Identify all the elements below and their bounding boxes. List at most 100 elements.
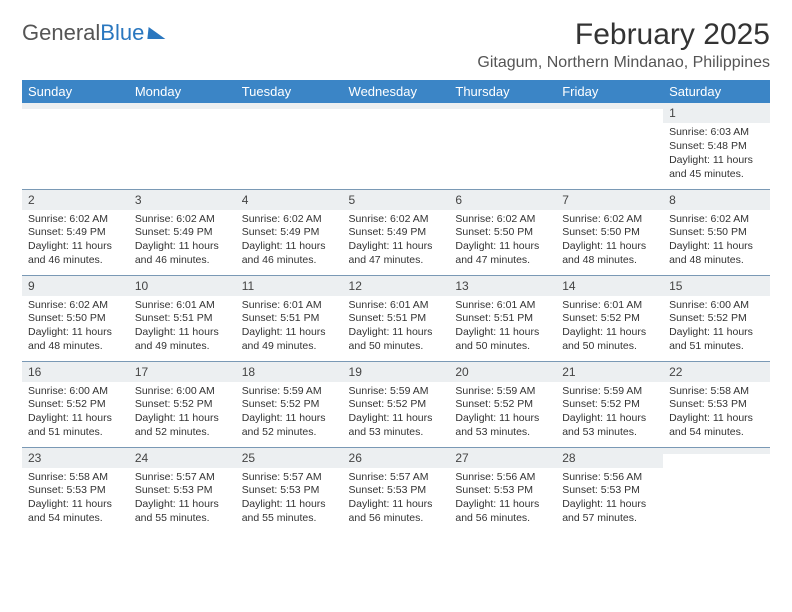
calendar-cell: 28Sunrise: 5:56 AMSunset: 5:53 PMDayligh… (556, 447, 663, 533)
weekday-header-row: Sunday Monday Tuesday Wednesday Thursday… (22, 80, 770, 103)
day-dl: Daylight: 11 hours and 53 minutes. (349, 412, 444, 440)
day-dl: Daylight: 11 hours and 46 minutes. (135, 240, 230, 268)
day-number: 2 (22, 190, 129, 210)
calendar-week-row: 9Sunrise: 6:02 AMSunset: 5:50 PMDaylight… (22, 275, 770, 361)
day-body: Sunrise: 6:02 AMSunset: 5:49 PMDaylight:… (129, 210, 236, 274)
day-ss: Sunset: 5:48 PM (669, 140, 764, 154)
day-ss: Sunset: 5:52 PM (135, 398, 230, 412)
day-body: Sunrise: 5:56 AMSunset: 5:53 PMDaylight:… (556, 468, 663, 532)
day-number (343, 103, 450, 109)
calendar-cell: 6Sunrise: 6:02 AMSunset: 5:50 PMDaylight… (449, 189, 556, 275)
day-dl: Daylight: 11 hours and 46 minutes. (242, 240, 337, 268)
calendar-cell: 13Sunrise: 6:01 AMSunset: 5:51 PMDayligh… (449, 275, 556, 361)
calendar-cell (129, 103, 236, 189)
day-body: Sunrise: 6:02 AMSunset: 5:49 PMDaylight:… (22, 210, 129, 274)
calendar-cell: 25Sunrise: 5:57 AMSunset: 5:53 PMDayligh… (236, 447, 343, 533)
day-dl: Daylight: 11 hours and 50 minutes. (455, 326, 550, 354)
calendar-cell: 5Sunrise: 6:02 AMSunset: 5:49 PMDaylight… (343, 189, 450, 275)
day-body: Sunrise: 6:01 AMSunset: 5:51 PMDaylight:… (129, 296, 236, 360)
calendar-cell: 23Sunrise: 5:58 AMSunset: 5:53 PMDayligh… (22, 447, 129, 533)
calendar-cell: 18Sunrise: 5:59 AMSunset: 5:52 PMDayligh… (236, 361, 343, 447)
weekday-header: Saturday (663, 80, 770, 103)
day-number: 9 (22, 276, 129, 296)
calendar-cell: 17Sunrise: 6:00 AMSunset: 5:52 PMDayligh… (129, 361, 236, 447)
day-number: 27 (449, 448, 556, 468)
day-sr: Sunrise: 6:01 AM (242, 299, 337, 313)
day-sr: Sunrise: 6:02 AM (455, 213, 550, 227)
day-dl: Daylight: 11 hours and 48 minutes. (562, 240, 657, 268)
weekday-header: Sunday (22, 80, 129, 103)
day-body: Sunrise: 5:59 AMSunset: 5:52 PMDaylight:… (449, 382, 556, 446)
day-dl: Daylight: 11 hours and 52 minutes. (242, 412, 337, 440)
day-ss: Sunset: 5:49 PM (349, 226, 444, 240)
day-dl: Daylight: 11 hours and 53 minutes. (562, 412, 657, 440)
calendar-cell (343, 103, 450, 189)
calendar-table: Sunday Monday Tuesday Wednesday Thursday… (22, 80, 770, 533)
calendar-cell: 26Sunrise: 5:57 AMSunset: 5:53 PMDayligh… (343, 447, 450, 533)
calendar-cell: 14Sunrise: 6:01 AMSunset: 5:52 PMDayligh… (556, 275, 663, 361)
day-number: 24 (129, 448, 236, 468)
day-dl: Daylight: 11 hours and 51 minutes. (669, 326, 764, 354)
day-ss: Sunset: 5:50 PM (455, 226, 550, 240)
weekday-header: Thursday (449, 80, 556, 103)
day-sr: Sunrise: 6:01 AM (349, 299, 444, 313)
location-subtitle: Gitagum, Northern Mindanao, Philippines (477, 54, 770, 72)
day-ss: Sunset: 5:53 PM (28, 484, 123, 498)
day-ss: Sunset: 5:49 PM (28, 226, 123, 240)
day-body: Sunrise: 5:58 AMSunset: 5:53 PMDaylight:… (663, 382, 770, 446)
day-sr: Sunrise: 6:00 AM (28, 385, 123, 399)
day-ss: Sunset: 5:53 PM (669, 398, 764, 412)
weekday-header: Wednesday (343, 80, 450, 103)
day-ss: Sunset: 5:53 PM (455, 484, 550, 498)
calendar-cell: 16Sunrise: 6:00 AMSunset: 5:52 PMDayligh… (22, 361, 129, 447)
day-number (449, 103, 556, 109)
day-sr: Sunrise: 5:57 AM (349, 471, 444, 485)
brand-logo: GeneralBlue (22, 20, 166, 46)
day-body: Sunrise: 5:59 AMSunset: 5:52 PMDaylight:… (236, 382, 343, 446)
day-number: 10 (129, 276, 236, 296)
day-dl: Daylight: 11 hours and 55 minutes. (242, 498, 337, 526)
day-body: Sunrise: 6:01 AMSunset: 5:51 PMDaylight:… (449, 296, 556, 360)
day-body: Sunrise: 6:01 AMSunset: 5:52 PMDaylight:… (556, 296, 663, 360)
day-dl: Daylight: 11 hours and 56 minutes. (349, 498, 444, 526)
day-sr: Sunrise: 5:57 AM (242, 471, 337, 485)
day-dl: Daylight: 11 hours and 54 minutes. (28, 498, 123, 526)
day-number: 28 (556, 448, 663, 468)
day-dl: Daylight: 11 hours and 49 minutes. (135, 326, 230, 354)
day-sr: Sunrise: 6:02 AM (349, 213, 444, 227)
calendar-cell: 27Sunrise: 5:56 AMSunset: 5:53 PMDayligh… (449, 447, 556, 533)
calendar-cell: 15Sunrise: 6:00 AMSunset: 5:52 PMDayligh… (663, 275, 770, 361)
calendar-cell: 4Sunrise: 6:02 AMSunset: 5:49 PMDaylight… (236, 189, 343, 275)
day-dl: Daylight: 11 hours and 50 minutes. (349, 326, 444, 354)
day-sr: Sunrise: 5:58 AM (28, 471, 123, 485)
calendar-week-row: 16Sunrise: 6:00 AMSunset: 5:52 PMDayligh… (22, 361, 770, 447)
day-number: 12 (343, 276, 450, 296)
day-sr: Sunrise: 6:00 AM (135, 385, 230, 399)
day-body: Sunrise: 5:59 AMSunset: 5:52 PMDaylight:… (556, 382, 663, 446)
day-number: 15 (663, 276, 770, 296)
day-sr: Sunrise: 5:59 AM (455, 385, 550, 399)
day-body: Sunrise: 6:00 AMSunset: 5:52 PMDaylight:… (129, 382, 236, 446)
day-dl: Daylight: 11 hours and 49 minutes. (242, 326, 337, 354)
day-number: 8 (663, 190, 770, 210)
day-dl: Daylight: 11 hours and 57 minutes. (562, 498, 657, 526)
day-dl: Daylight: 11 hours and 47 minutes. (349, 240, 444, 268)
day-dl: Daylight: 11 hours and 48 minutes. (669, 240, 764, 268)
calendar-week-row: 23Sunrise: 5:58 AMSunset: 5:53 PMDayligh… (22, 447, 770, 533)
day-ss: Sunset: 5:52 PM (242, 398, 337, 412)
day-ss: Sunset: 5:53 PM (135, 484, 230, 498)
day-sr: Sunrise: 6:03 AM (669, 126, 764, 140)
day-number (663, 448, 770, 454)
day-number: 11 (236, 276, 343, 296)
day-number: 26 (343, 448, 450, 468)
calendar-cell: 1Sunrise: 6:03 AMSunset: 5:48 PMDaylight… (663, 103, 770, 189)
day-body: Sunrise: 5:57 AMSunset: 5:53 PMDaylight:… (236, 468, 343, 532)
day-ss: Sunset: 5:49 PM (135, 226, 230, 240)
day-sr: Sunrise: 5:59 AM (349, 385, 444, 399)
day-number: 22 (663, 362, 770, 382)
day-ss: Sunset: 5:49 PM (242, 226, 337, 240)
day-number (236, 103, 343, 109)
day-ss: Sunset: 5:53 PM (242, 484, 337, 498)
day-sr: Sunrise: 5:59 AM (562, 385, 657, 399)
day-sr: Sunrise: 6:02 AM (135, 213, 230, 227)
